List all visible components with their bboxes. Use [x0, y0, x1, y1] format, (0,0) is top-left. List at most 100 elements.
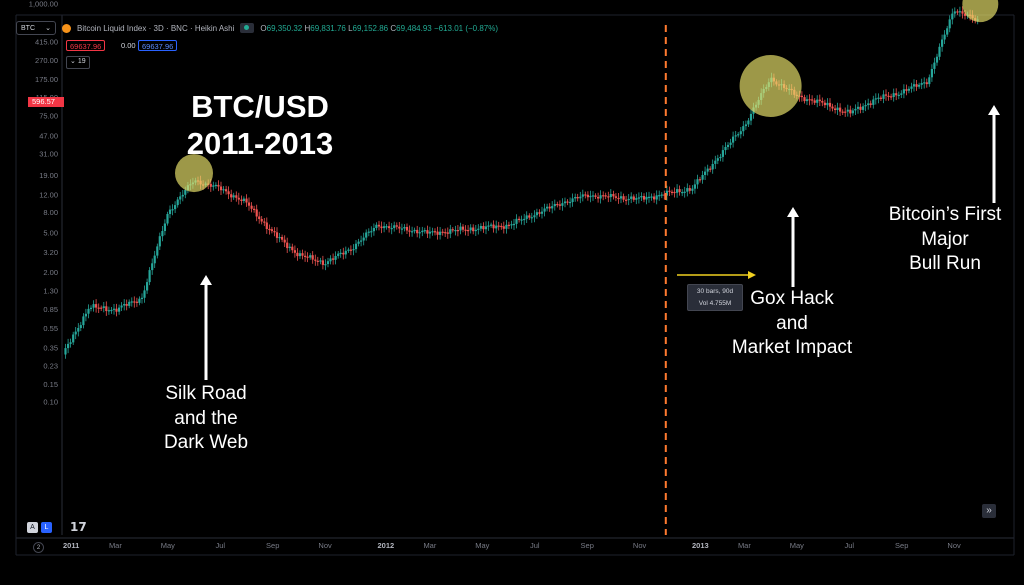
sell-price-button[interactable]: 69637.96 — [66, 40, 106, 51]
candle — [951, 13, 954, 20]
candle — [107, 310, 110, 312]
candle — [839, 107, 842, 112]
annotation-arrowhead — [988, 105, 1000, 115]
candle — [653, 196, 656, 200]
candle — [734, 135, 737, 137]
candle — [808, 99, 811, 101]
candle — [619, 196, 623, 199]
candle — [581, 194, 584, 197]
candle — [963, 13, 967, 16]
candle — [156, 246, 159, 256]
candle — [884, 94, 888, 96]
candle — [841, 111, 844, 113]
indicators-toggle[interactable]: ⌄ 19 — [66, 56, 90, 69]
candle — [367, 231, 370, 233]
candle — [344, 250, 347, 255]
candle — [668, 190, 671, 192]
candle — [431, 231, 434, 233]
candle — [647, 196, 651, 198]
x-tick-label: 2011 — [63, 541, 79, 550]
candle — [281, 237, 284, 240]
candle — [938, 46, 941, 57]
candle — [163, 223, 166, 231]
candle — [408, 230, 411, 232]
candle — [528, 215, 531, 218]
candle — [436, 231, 439, 235]
symbol-search-button[interactable]: BTC ⌄ — [16, 21, 56, 35]
candle — [357, 241, 360, 244]
candle — [237, 197, 240, 200]
candle — [309, 255, 312, 258]
candle — [961, 11, 964, 14]
annotation-arrowhead — [787, 207, 799, 217]
candle — [948, 19, 951, 29]
candle — [637, 197, 640, 199]
candle — [209, 183, 212, 187]
candle — [212, 185, 215, 187]
candle — [915, 84, 918, 87]
candle — [691, 188, 694, 191]
candle — [304, 255, 307, 257]
candle — [349, 249, 352, 251]
title-line-2: 2011-2013 — [186, 126, 334, 162]
candle — [128, 301, 131, 306]
candle — [140, 297, 144, 299]
candle — [168, 209, 172, 214]
candle — [851, 110, 854, 114]
series-title: Bitcoin Liquid Index · 3D · BNC · Heikin… — [77, 23, 235, 33]
callout-line: Bitcoin’s First — [888, 204, 1002, 225]
candle — [892, 93, 895, 97]
low-value: 69,152.86 — [352, 23, 389, 33]
candle — [123, 304, 126, 306]
candle — [632, 196, 635, 200]
title-line-1: BTC/USD — [191, 89, 329, 124]
callout-line: Bull Run — [909, 253, 981, 275]
x-tick-label: 2013 — [692, 541, 709, 550]
candle — [400, 228, 403, 230]
auto-scale-button[interactable]: A — [27, 522, 38, 533]
candle — [242, 198, 245, 201]
ohlc-values: O69,350.32 H69,831.76 L69,152.86 C69,484… — [260, 23, 499, 33]
candle — [551, 206, 554, 209]
candle — [816, 99, 819, 103]
candle — [515, 218, 518, 224]
candle — [658, 195, 661, 197]
candle — [818, 99, 821, 102]
candle — [77, 328, 80, 332]
candle — [446, 232, 449, 234]
candle — [739, 131, 742, 135]
x-tick-label: Nov — [318, 541, 332, 550]
candle — [602, 195, 605, 197]
candle — [543, 208, 546, 212]
candle — [69, 342, 72, 344]
candle — [831, 106, 834, 109]
candle — [912, 84, 916, 87]
candle — [630, 196, 633, 199]
candle — [869, 103, 872, 105]
visibility-toggle[interactable] — [240, 23, 255, 33]
candle — [479, 226, 482, 229]
candle — [724, 147, 727, 151]
timezone-button[interactable]: 2 — [33, 542, 44, 553]
candle — [298, 253, 302, 257]
candle — [456, 230, 459, 232]
candle — [749, 113, 753, 121]
candle — [413, 229, 416, 232]
candle — [375, 224, 378, 228]
candle — [500, 225, 503, 228]
candle — [935, 56, 939, 63]
buy-price-button[interactable]: 69637.96 — [138, 40, 178, 51]
candle — [474, 229, 477, 232]
log-scale-button[interactable]: L — [41, 522, 52, 533]
candle — [823, 102, 826, 106]
candle — [862, 106, 865, 110]
candle — [530, 217, 533, 219]
callout-gox-hack: Gox Hack and Market Impact — [712, 287, 872, 361]
candle — [497, 225, 500, 227]
candle — [811, 99, 814, 101]
scroll-to-realtime-button[interactable]: » — [982, 504, 996, 518]
candle — [533, 215, 536, 218]
candle — [523, 218, 526, 221]
